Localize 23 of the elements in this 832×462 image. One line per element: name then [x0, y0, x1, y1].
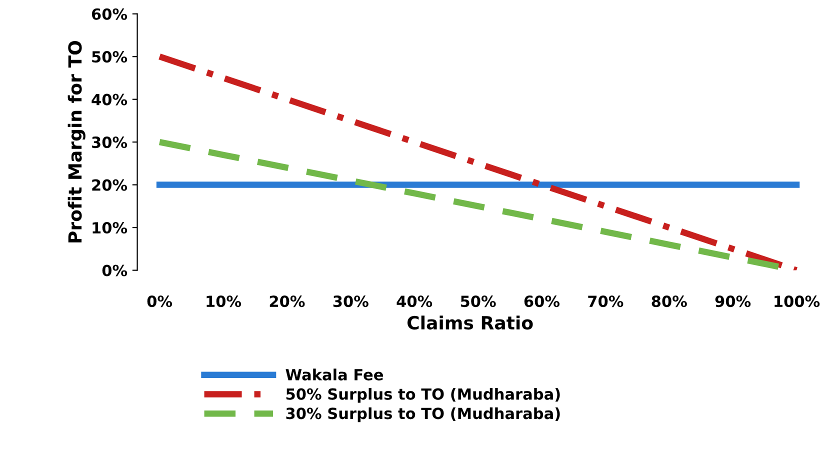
- x-tick-label: 60%: [524, 296, 560, 308]
- x-tick-label: 100%: [774, 296, 820, 308]
- x-tick-label: 10%: [206, 296, 242, 308]
- y-tick-label: 40%: [92, 94, 128, 106]
- y-axis-title: Profit Margin for TO: [68, 41, 86, 242]
- x-tick-label: 80%: [652, 296, 687, 308]
- legend-label: 30% Surplus to TO (Mudharaba): [286, 407, 560, 422]
- legend-label: 50% Surplus to TO (Mudharaba): [286, 388, 560, 403]
- y-tick-label: 20%: [92, 179, 128, 191]
- y-tick-label: 60%: [92, 8, 128, 20]
- y-tick-label: 30%: [92, 136, 128, 148]
- x-axis-title: Claims Ratio: [407, 316, 533, 330]
- legend-label: Wakala Fee: [286, 368, 383, 380]
- x-tick-label: 0%: [147, 296, 172, 308]
- y-tick-label: 0%: [102, 264, 128, 276]
- x-tick-label: 90%: [715, 296, 751, 308]
- x-tick-label: 30%: [333, 296, 368, 308]
- x-tick-label: 70%: [588, 296, 624, 308]
- x-tick-label: 40%: [396, 296, 432, 308]
- y-tick-label: 10%: [92, 222, 128, 234]
- x-tick-label: 50%: [460, 296, 496, 308]
- y-tick-label: 50%: [92, 51, 128, 63]
- x-tick-label: 20%: [270, 296, 305, 308]
